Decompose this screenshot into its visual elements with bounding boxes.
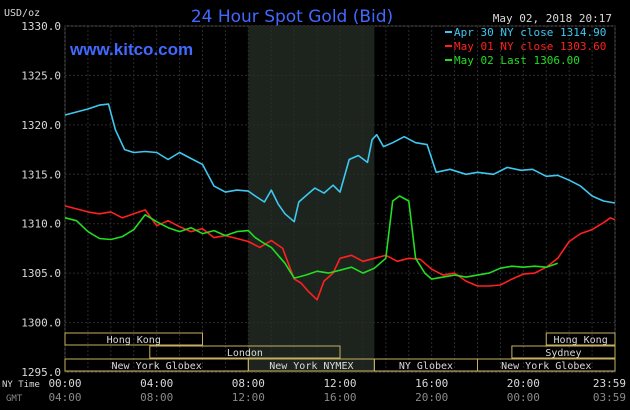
session-label: Hong Kong xyxy=(554,335,608,346)
gmt-time-tick: 04:00 xyxy=(48,391,81,404)
ny-time-tick: 04:00 xyxy=(140,377,173,390)
gmt-time-tick: 20:00 xyxy=(415,391,448,404)
timestamp: May 02, 2018 20:17 xyxy=(493,12,612,25)
legend-entry: Apr 30 NY close 1314.90 xyxy=(454,26,606,39)
session-box xyxy=(477,358,616,372)
session-label: New York Globex xyxy=(501,361,591,372)
y-unit-label: USD/oz xyxy=(4,8,40,19)
y-tick-label: 1330.0 xyxy=(21,20,61,33)
ny-time-tick: 08:00 xyxy=(232,377,265,390)
y-tick-label: 1300.0 xyxy=(21,317,61,330)
ny-time-tick: 20:00 xyxy=(507,377,540,390)
legend-entry: May 01 NY close 1303.60 xyxy=(454,40,606,53)
ny-time-tick: 16:00 xyxy=(415,377,448,390)
session-label: New York Globex xyxy=(112,361,202,372)
chart-title: 24 Hour Spot Gold (Bid) xyxy=(191,7,393,27)
gmt-time-tick: 08:00 xyxy=(140,391,173,404)
series-line-1 xyxy=(64,103,616,223)
y-tick-label: 1305.0 xyxy=(21,267,61,280)
y-tick-label: 1325.0 xyxy=(21,69,61,82)
y-tick-label: 1320.0 xyxy=(21,119,61,132)
legend-entry: May 02 Last 1306.00 xyxy=(454,54,580,67)
gmt-time-tick: 03:59 xyxy=(593,391,626,404)
session-box xyxy=(511,345,616,359)
session-label: Hong Kong xyxy=(107,335,161,346)
series-line-3 xyxy=(64,195,558,280)
series-line-2 xyxy=(64,205,616,301)
y-tick-label: 1295.0 xyxy=(21,366,61,379)
ny-time-tick: 00:00 xyxy=(48,377,81,390)
session-label: Sydney xyxy=(545,348,581,359)
ny-time-tick: 12:00 xyxy=(323,377,356,390)
session-box xyxy=(149,345,341,359)
session-box xyxy=(64,332,203,346)
ny-time-label: NY Time xyxy=(2,380,40,390)
gmt-label: GMT xyxy=(6,394,23,404)
gmt-time-tick: 16:00 xyxy=(323,391,356,404)
session-label: London xyxy=(227,348,263,359)
session-label: New York NYMEX xyxy=(269,361,353,372)
website-watermark: www.kitco.com xyxy=(69,40,193,59)
gmt-time-tick: 00:00 xyxy=(507,391,540,404)
gmt-time-tick: 12:00 xyxy=(232,391,265,404)
y-tick-label: 1315.0 xyxy=(21,168,61,181)
nymex-highlight-band xyxy=(248,26,375,372)
session-box xyxy=(545,332,616,346)
session-label: NY Globex xyxy=(399,361,453,372)
ny-time-tick: 23:59 xyxy=(593,377,626,390)
y-tick-label: 1310.0 xyxy=(21,218,61,231)
